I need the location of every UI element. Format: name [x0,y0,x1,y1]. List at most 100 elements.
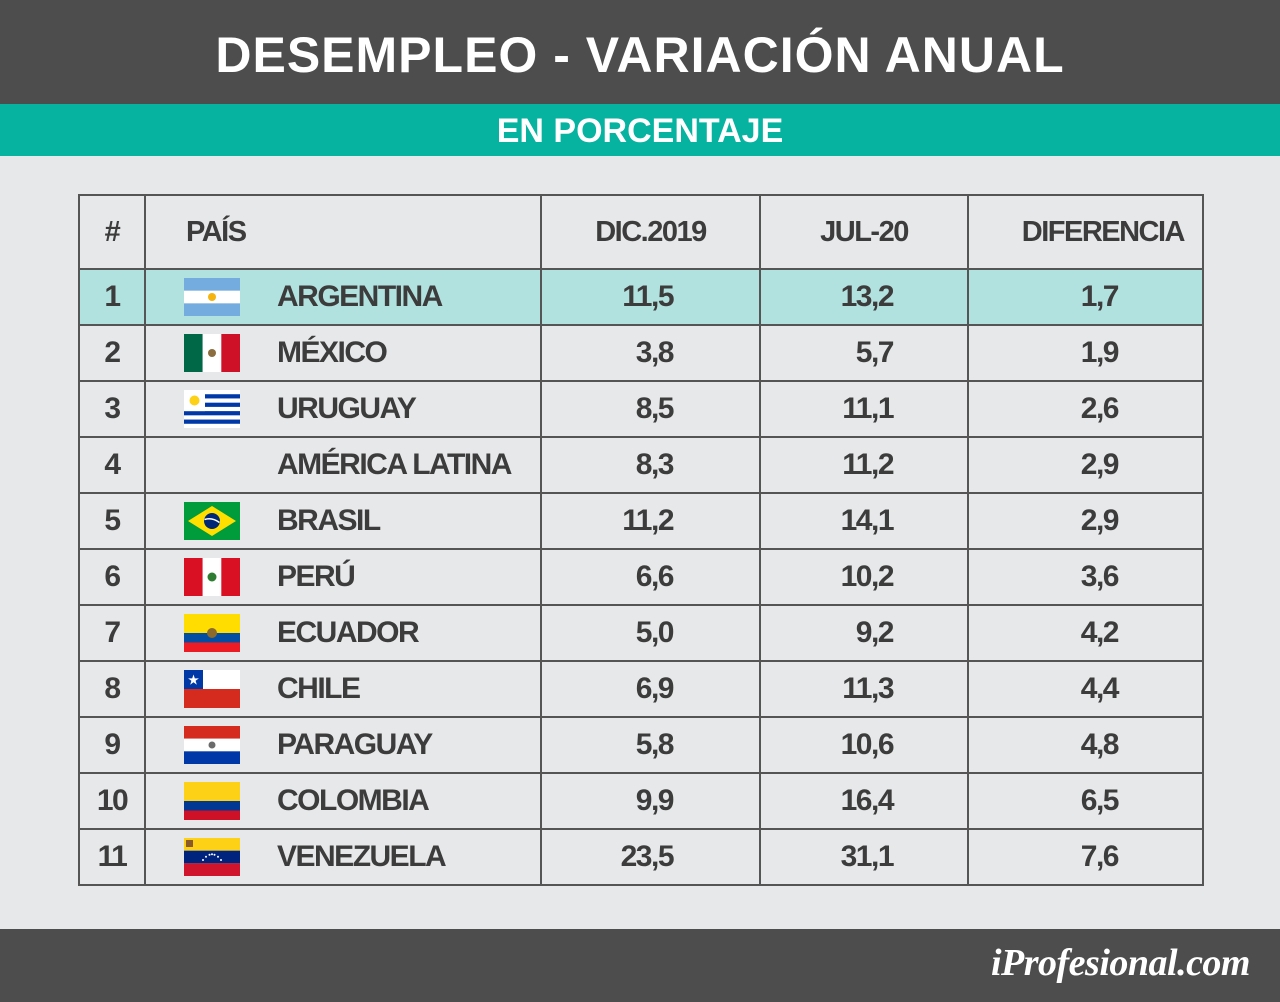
cell-diferencia: 3,6 [967,548,1204,606]
table-row: 9 PARAGUAY 5,8 10,6 4,8 [78,716,1204,774]
venezuela-flag-icon [184,838,240,876]
cell-rank: 10 [78,772,146,830]
country-name: AMÉRICA LATINA [277,448,512,481]
cell-jul20: 13,2 [759,268,969,326]
cell-dic2019: 9,9 [540,772,761,830]
cell-rank: 7 [78,604,146,662]
paraguay-flag-icon [184,726,240,764]
column-header-rank: # [78,194,146,270]
cell-jul20: 9,2 [759,604,969,662]
column-header-country: PAÍS [144,194,542,270]
cell-country: AMÉRICA LATINA [144,436,542,494]
cell-rank: 9 [78,716,146,774]
cell-diferencia: 6,5 [967,772,1204,830]
cell-jul20: 16,4 [759,772,969,830]
brand-logo: iProfesional.com [990,942,1251,984]
cell-jul20: 11,3 [759,660,969,718]
cell-dic2019: 11,5 [540,268,761,326]
column-header-diferencia: DIFERENCIA [967,194,1204,270]
country-name: PERÚ [277,560,356,593]
cell-dic2019: 5,8 [540,716,761,774]
cell-jul20: 11,2 [759,436,969,494]
unemployment-table-wrapper: # PAÍS DIC.2019 JUL-20 DIFERENCIA 1 ARGEN… [78,194,1204,886]
country-name: VENEZUELA [277,840,447,873]
country-name: CHILE [277,672,361,705]
page-subtitle: EN PORCENTAJE [496,111,784,150]
cell-country: URUGUAY [144,380,542,438]
cell-rank: 11 [78,828,146,886]
cell-rank: 6 [78,548,146,606]
cell-country: BRASIL [144,492,542,550]
table-row: 3 URUGUAY 8,5 11,1 2,6 [78,380,1204,438]
cell-dic2019: 3,8 [540,324,761,382]
cell-rank: 5 [78,492,146,550]
cell-jul20: 11,1 [759,380,969,438]
country-name: PARAGUAY [277,728,433,761]
table-header-row: # PAÍS DIC.2019 JUL-20 DIFERENCIA [78,194,1204,270]
cell-dic2019: 6,6 [540,548,761,606]
cell-diferencia: 1,9 [967,324,1204,382]
table-row: 10 COLOMBIA 9,9 16,4 6,5 [78,772,1204,830]
argentina-flag-icon [184,278,240,316]
table-row: 6 PERÚ 6,6 10,2 3,6 [78,548,1204,606]
table-row: 8 CHILE 6,9 11,3 4,4 [78,660,1204,718]
cell-jul20: 14,1 [759,492,969,550]
cell-country: VENEZUELA [144,828,542,886]
cell-diferencia: 4,2 [967,604,1204,662]
brazil-flag-icon [184,502,240,540]
title-bar: DESEMPLEO - VARIACIÓN ANUAL [0,0,1280,104]
page-title: DESEMPLEO - VARIACIÓN ANUAL [215,27,1065,83]
colombia-flag-icon [184,782,240,820]
cell-diferencia: 2,9 [967,436,1204,494]
cell-diferencia: 4,4 [967,660,1204,718]
cell-diferencia: 2,6 [967,380,1204,438]
column-header-dic2019: DIC.2019 [540,194,761,270]
column-header-jul20: JUL-20 [759,194,969,270]
table-row: 7 ECUADOR 5,0 9,2 4,2 [78,604,1204,662]
country-name: COLOMBIA [277,784,430,817]
table-body: 1 ARGENTINA 11,5 13,2 1,7 2 MÉXICO 3,8 5,7 1,9 3 UR… [78,268,1204,886]
cell-dic2019: 8,3 [540,436,761,494]
peru-flag-icon [184,558,240,596]
country-name: MÉXICO [277,336,388,369]
cell-rank: 3 [78,380,146,438]
cell-diferencia: 4,8 [967,716,1204,774]
country-name: URUGUAY [277,392,417,425]
cell-dic2019: 5,0 [540,604,761,662]
cell-country: ARGENTINA [144,268,542,326]
cell-country: COLOMBIA [144,772,542,830]
country-name: ARGENTINA [277,280,443,313]
cell-country: PERÚ [144,548,542,606]
cell-dic2019: 8,5 [540,380,761,438]
cell-diferencia: 1,7 [967,268,1204,326]
cell-jul20: 5,7 [759,324,969,382]
cell-dic2019: 6,9 [540,660,761,718]
cell-dic2019: 23,5 [540,828,761,886]
table-row: 1 ARGENTINA 11,5 13,2 1,7 [78,268,1204,326]
cell-jul20: 10,6 [759,716,969,774]
cell-country: MÉXICO [144,324,542,382]
uruguay-flag-icon [184,390,240,428]
cell-diferencia: 7,6 [967,828,1204,886]
table-row: 4 AMÉRICA LATINA 8,3 11,2 2,9 [78,436,1204,494]
cell-rank: 8 [78,660,146,718]
chile-flag-icon [184,670,240,708]
mexico-flag-icon [184,334,240,372]
cell-country: CHILE [144,660,542,718]
cell-rank: 1 [78,268,146,326]
subtitle-bar: EN PORCENTAJE [0,104,1280,156]
unemployment-table: # PAÍS DIC.2019 JUL-20 DIFERENCIA 1 ARGEN… [78,194,1204,886]
ecuador-flag-icon [184,614,240,652]
country-name: ECUADOR [277,616,420,649]
table-row: 11 VENEZUELA 23,5 31,1 7,6 [78,828,1204,886]
table-row: 5 BRASIL 11,2 14,1 2,9 [78,492,1204,550]
cell-dic2019: 11,2 [540,492,761,550]
cell-jul20: 10,2 [759,548,969,606]
cell-country: PARAGUAY [144,716,542,774]
table-row: 2 MÉXICO 3,8 5,7 1,9 [78,324,1204,382]
cell-rank: 4 [78,436,146,494]
cell-country: ECUADOR [144,604,542,662]
cell-jul20: 31,1 [759,828,969,886]
cell-rank: 2 [78,324,146,382]
country-name: BRASIL [277,504,381,537]
